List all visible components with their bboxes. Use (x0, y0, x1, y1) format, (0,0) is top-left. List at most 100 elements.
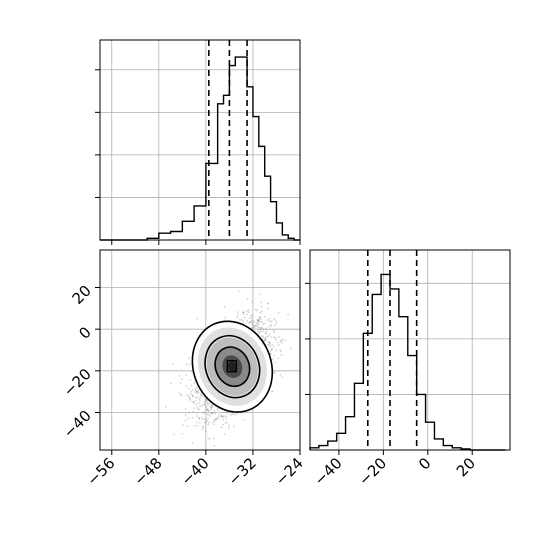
scatter-x-tick-label: −24 (272, 454, 307, 489)
scatter-point (207, 408, 209, 411)
right-histogram-border (309, 249, 511, 451)
scatter-point (211, 412, 214, 415)
scatter-point (205, 419, 208, 422)
scatter-point (195, 399, 197, 402)
scatter-point (253, 324, 256, 327)
scatter-point (264, 332, 267, 335)
scatter-point (248, 321, 251, 324)
scatter-point (280, 339, 283, 342)
scatter-point (209, 438, 211, 441)
scatter-point (199, 405, 202, 407)
scatter-point (204, 400, 207, 403)
scatter-point (259, 293, 262, 296)
scatter-point (191, 370, 193, 373)
scatter-point (206, 408, 209, 411)
scatter-x-tick-label: −32 (225, 454, 260, 489)
scatter-point (262, 328, 265, 331)
scatter-point (193, 382, 195, 384)
scatter-point (181, 432, 184, 435)
scatter-point (277, 357, 280, 359)
scatter-point (273, 324, 276, 327)
scatter-point (231, 413, 234, 415)
scatter-point (198, 422, 201, 424)
scatter-point (247, 309, 250, 312)
scatter-point (279, 374, 282, 376)
scatter-point (209, 408, 212, 411)
scatter-point (255, 324, 258, 327)
scatter-point (196, 392, 199, 394)
scatter-y-tick-label: −40 (60, 407, 95, 442)
scatter-point (201, 404, 204, 407)
scatter-point (256, 309, 259, 312)
scatter-point (248, 321, 250, 324)
scatter-point (182, 424, 185, 426)
scatter-point (264, 337, 267, 340)
scatter-point (186, 425, 189, 428)
scatter-point (198, 418, 201, 421)
scatter-point (203, 399, 206, 402)
scatter-point (266, 319, 269, 321)
scatter-point (204, 430, 207, 433)
scatter-point (193, 407, 195, 410)
scatter-point (265, 329, 268, 332)
scatter-point (205, 406, 208, 409)
scatter-point (250, 317, 252, 319)
scatter-point (250, 314, 253, 317)
scatter-point (221, 415, 224, 418)
scatter-point (194, 396, 197, 399)
scatter-point (170, 382, 172, 385)
scatter-point (255, 324, 257, 327)
scatter-point (190, 390, 193, 393)
scatter-point (262, 336, 265, 339)
scatter-y-tick-label: −20 (60, 365, 95, 400)
scatter-point (256, 318, 259, 321)
scatter-point (267, 335, 270, 337)
scatter-point (193, 402, 196, 405)
scatter-point (227, 427, 230, 429)
scatter-point (198, 401, 200, 404)
scatter-point (188, 357, 191, 360)
scatter-point (225, 412, 228, 414)
scatter-point (258, 315, 261, 318)
scatter-point (272, 345, 275, 348)
scatter-point (210, 404, 213, 407)
scatter-point (196, 386, 198, 389)
scatter-point (190, 392, 192, 395)
scatter-point (191, 442, 194, 444)
scatter-point (185, 363, 188, 366)
scatter-point (180, 394, 183, 396)
scatter-point (246, 319, 249, 322)
scatter-point (273, 336, 276, 339)
scatter-point (192, 401, 194, 403)
scatter-point (242, 418, 245, 421)
scatter-point (184, 407, 187, 410)
scatter-point (189, 397, 192, 400)
contour-line-3 (214, 346, 251, 388)
scatter-point (271, 390, 274, 393)
scatter-point (198, 397, 201, 400)
scatter-point (201, 394, 204, 397)
scatter-point (214, 412, 217, 415)
scatter-point (197, 416, 200, 419)
scatter-point (253, 326, 256, 328)
scatter-point (260, 335, 263, 337)
scatter-point (248, 311, 250, 314)
scatter-point (213, 423, 216, 426)
scatter-point (273, 354, 276, 357)
scatter-point (192, 410, 195, 413)
scatter-point (191, 395, 194, 398)
scatter-point (262, 322, 265, 325)
scatter-point (271, 343, 274, 346)
scatter-point (237, 290, 240, 293)
scatter-point (207, 402, 209, 405)
scatter-point (268, 341, 270, 343)
scatter-point (194, 388, 197, 391)
scatter-point (268, 325, 271, 328)
scatter-point (277, 343, 280, 346)
scatter-point (260, 330, 262, 333)
scatter-point (260, 328, 262, 331)
scatter-x-tick-label: −40 (178, 454, 213, 489)
scatter-point (191, 393, 194, 396)
scatter-point (274, 320, 277, 323)
scatter-point (188, 411, 191, 414)
